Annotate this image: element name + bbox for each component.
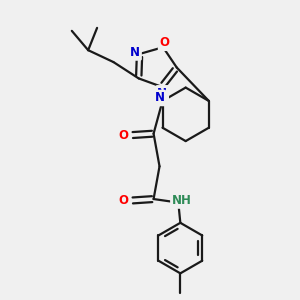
Text: N: N bbox=[154, 92, 164, 104]
Text: NH: NH bbox=[172, 194, 192, 207]
Text: O: O bbox=[119, 129, 129, 142]
Text: N: N bbox=[130, 46, 140, 59]
Text: O: O bbox=[119, 194, 129, 207]
Text: O: O bbox=[160, 36, 170, 49]
Text: N: N bbox=[157, 87, 167, 100]
